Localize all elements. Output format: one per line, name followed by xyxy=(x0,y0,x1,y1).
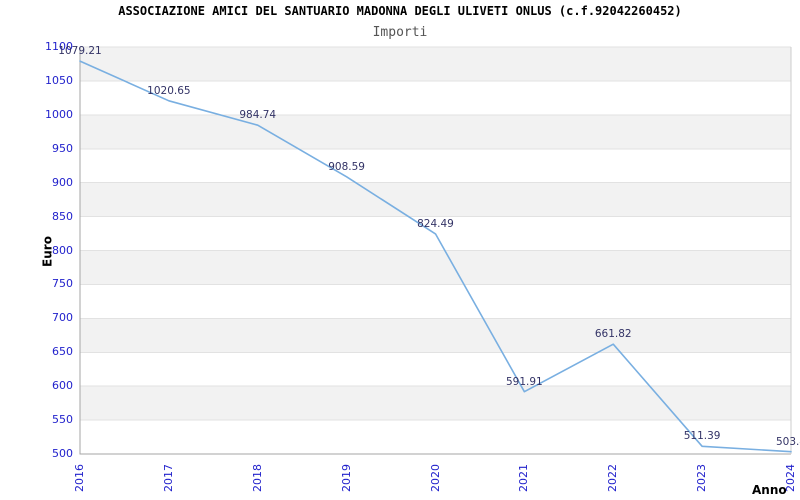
x-axis-tick-label: 2021 xyxy=(517,464,531,492)
y-axis-tick-label: 650 xyxy=(52,345,73,359)
plot-band xyxy=(80,250,791,285)
plot-band xyxy=(80,420,791,454)
y-axis-tick-label: 1050 xyxy=(45,73,73,87)
data-point-label: 1020.65 xyxy=(147,84,191,97)
data-point-label: 591.91 xyxy=(506,375,543,388)
x-axis-tick-label: 2016 xyxy=(73,464,86,492)
plot-band xyxy=(80,182,791,217)
x-axis-tick-label: 2017 xyxy=(161,464,175,492)
x-axis-tick-label: 2019 xyxy=(339,464,353,492)
data-point-label: 661.82 xyxy=(594,328,632,341)
data-point-label: 824.49 xyxy=(417,217,454,230)
x-axis-tick-label: 2022 xyxy=(606,464,620,492)
data-point-label: 1079.21 xyxy=(58,45,102,58)
data-point-label: 511.39 xyxy=(683,430,721,443)
y-axis-tick-label: 500 xyxy=(52,447,73,460)
data-point-label: 503.4 xyxy=(775,435,800,448)
plot-band xyxy=(80,318,791,353)
y-axis-tick-label: 850 xyxy=(52,209,73,223)
axis-border xyxy=(79,47,791,455)
data-point-label: 908.59 xyxy=(328,160,365,173)
y-axis-tick-label: 550 xyxy=(52,413,73,427)
y-axis-tick-label: 750 xyxy=(52,277,73,291)
y-axis-tick-label: 1100 xyxy=(45,40,73,53)
plot-band xyxy=(80,114,791,149)
x-axis-tick-label: 2020 xyxy=(428,464,442,492)
plot-band xyxy=(80,386,791,421)
plot-band xyxy=(80,352,791,387)
data-series-line xyxy=(79,60,792,453)
x-axis-tick-label: 2023 xyxy=(695,464,709,492)
y-axis-tick-label: 950 xyxy=(52,141,73,155)
y-axis-tick-label: 700 xyxy=(52,311,73,325)
y-axis-tick-label: 600 xyxy=(52,379,73,393)
x-axis-tick-label: 2018 xyxy=(250,464,264,492)
y-axis-tick-label: 800 xyxy=(52,243,73,257)
chart-title: ASSOCIAZIONE AMICI DEL SANTUARIO MADONNA… xyxy=(118,4,682,18)
data-point-label: 984.74 xyxy=(239,109,277,122)
plot-band xyxy=(80,284,791,319)
y-axis-tick-label: 900 xyxy=(52,175,73,189)
chart-subtitle: Importi xyxy=(372,25,428,40)
plot-band xyxy=(80,47,791,81)
y-axis-tick-label: 1000 xyxy=(45,107,73,121)
plot-band xyxy=(80,148,791,183)
x-axis-title: Anno xyxy=(752,483,787,497)
x-axis-tick-label: 2024 xyxy=(784,464,797,492)
